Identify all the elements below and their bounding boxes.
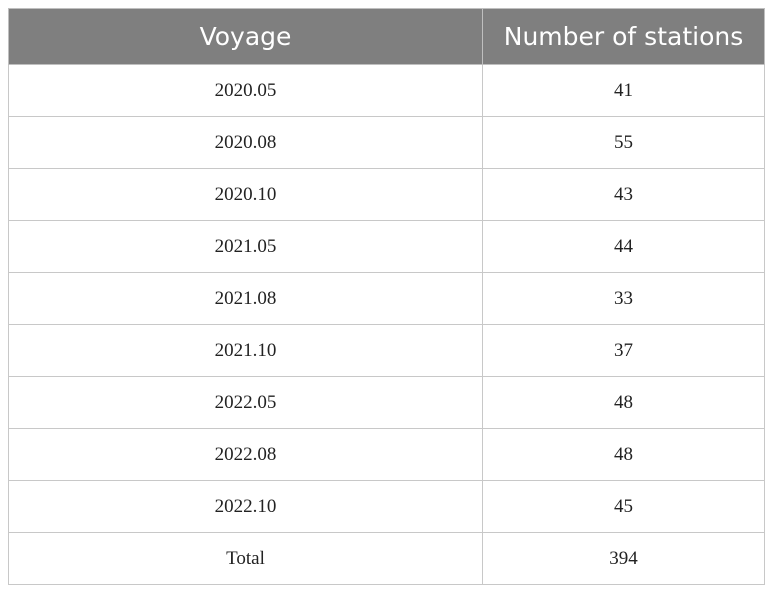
table-row: 2021.05 44 xyxy=(8,220,765,273)
stations-cell: 37 xyxy=(482,324,765,377)
stations-cell: 43 xyxy=(482,168,765,221)
stations-cell: 48 xyxy=(482,376,765,429)
table: Voyage Number of stations 2020.05 41 2020.0… xyxy=(8,8,765,585)
table-row: 2022.08 48 xyxy=(8,428,765,481)
stations-cell: 44 xyxy=(482,220,765,273)
stations-cell: 55 xyxy=(482,116,765,169)
table-row: 2022.05 48 xyxy=(8,376,765,429)
header-cell: Number of stations xyxy=(482,8,765,65)
stations-cell: 394 xyxy=(482,532,765,585)
stations-cell: 33 xyxy=(482,272,765,325)
table-row: 2021.08 33 xyxy=(8,272,765,325)
voyage-cell: 2021.05 xyxy=(8,220,483,273)
header-cell: Voyage xyxy=(8,8,483,65)
voyage-cell: Total xyxy=(8,532,483,585)
stations-cell: 48 xyxy=(482,428,765,481)
table-row: 2020.08 55 xyxy=(8,116,765,169)
voyage-cell: 2022.08 xyxy=(8,428,483,481)
stations-cell: 45 xyxy=(482,480,765,533)
voyage-cell: 2020.05 xyxy=(8,64,483,117)
table-body: 2020.05 41 2020.08 55 2020.10 43 2021.05 44 2021… xyxy=(8,64,765,585)
table-row: Total 394 xyxy=(8,532,765,585)
table-head: Voyage Number of stations xyxy=(8,8,765,65)
table-row: 2021.10 37 xyxy=(8,324,765,377)
header-row: Voyage Number of stations xyxy=(8,8,765,65)
table-row: 2020.05 41 xyxy=(8,64,765,117)
voyage-cell: 2021.10 xyxy=(8,324,483,377)
table-row: 2020.10 43 xyxy=(8,168,765,221)
voyage-cell: 2020.10 xyxy=(8,168,483,221)
voyage-cell: 2020.08 xyxy=(8,116,483,169)
table-row: 2022.10 45 xyxy=(8,480,765,533)
voyage-cell: 2021.08 xyxy=(8,272,483,325)
stations-cell: 41 xyxy=(482,64,765,117)
voyage-cell: 2022.05 xyxy=(8,376,483,429)
voyage-cell: 2022.10 xyxy=(8,480,483,533)
